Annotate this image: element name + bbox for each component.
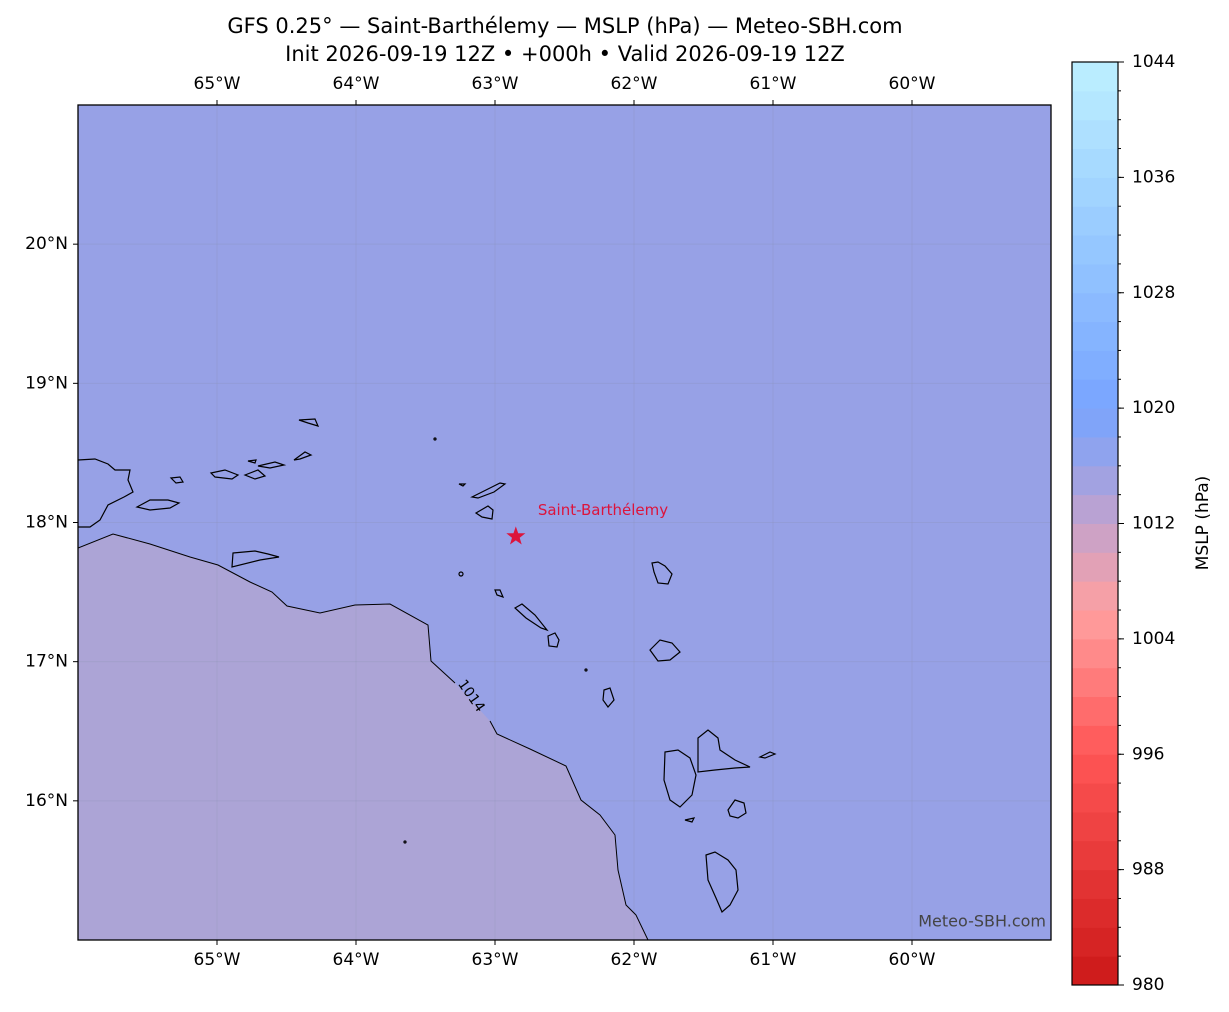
colorbar-band — [1072, 119, 1118, 150]
pressure-field-low — [78, 534, 648, 940]
contour-line — [489, 720, 649, 940]
colorbar-tick-label: 1036 — [1132, 167, 1175, 187]
colorbar-tick-label: 988 — [1132, 860, 1164, 880]
x-tick-label: 64°W — [333, 74, 380, 94]
colorbar-tick-label: 1004 — [1132, 629, 1175, 649]
colorbar-band — [1072, 90, 1118, 121]
colorbar-tick-label: 1044 — [1132, 52, 1175, 72]
colorbar-band — [1072, 494, 1118, 524]
colorbar-band — [1072, 840, 1118, 871]
colorbar-band — [1072, 148, 1118, 178]
grid — [78, 105, 1051, 940]
colorbar-band — [1072, 754, 1118, 784]
watermark: Meteo-SBH.com — [918, 912, 1046, 931]
colorbar-band — [1072, 436, 1118, 467]
y-tick-label: 16°N — [25, 791, 68, 811]
colorbar-band — [1072, 235, 1118, 265]
colorbar-band — [1072, 292, 1118, 323]
title: GFS 0.25° — Saint-Barthélemy — MSLP (hPa… — [227, 14, 902, 38]
location-marker — [506, 526, 526, 545]
x-tick-label: 64°W — [333, 950, 380, 970]
x-tick-label: 61°W — [750, 950, 797, 970]
colorbar-band — [1072, 869, 1118, 899]
colorbar-label: MSLP (hPa) — [1193, 476, 1213, 571]
colorbar-band — [1072, 811, 1118, 842]
colorbar-band — [1072, 725, 1118, 755]
y-tick-label: 19°N — [25, 373, 68, 393]
colorbar-band — [1072, 898, 1118, 928]
map-area: 1014 Meteo-SBH.com — [78, 105, 1051, 940]
colorbar-tick-label: 1012 — [1132, 514, 1175, 534]
colorbar-band — [1072, 408, 1118, 438]
subtitle: Init 2026-09-19 12Z • +000h • Valid 2026… — [285, 42, 845, 66]
x-tick-label: 60°W — [889, 74, 936, 94]
colorbar-band — [1072, 206, 1118, 236]
colorbar-band — [1072, 465, 1118, 496]
colorbar-band — [1072, 177, 1118, 207]
colorbar-tick-label: 1020 — [1132, 398, 1175, 418]
colorbar-band — [1072, 610, 1118, 640]
colorbar: 980 988 996 1004 1012 1020 1028 1036 1044 — [1071, 52, 1175, 995]
contour-line — [78, 533, 456, 684]
colorbar-band — [1072, 379, 1118, 409]
colorbar-band — [1072, 783, 1118, 813]
y-tick-label: 17°N — [25, 652, 68, 672]
x-tick-label: 63°W — [472, 74, 519, 94]
y-tick-label: 20°N — [25, 234, 68, 254]
colorbar-band — [1072, 696, 1118, 726]
colorbar-band — [1072, 552, 1118, 582]
x-tick-label: 65°W — [194, 950, 241, 970]
location-label: Saint-Barthélemy — [538, 501, 668, 519]
colorbar-band — [1072, 638, 1118, 669]
x-tick-label: 60°W — [889, 950, 936, 970]
colorbar-tick-label: 1028 — [1132, 283, 1175, 303]
colorbar-tick-label: 996 — [1132, 744, 1164, 764]
y-tick-label: 18°N — [25, 513, 68, 533]
colorbar-band — [1072, 581, 1118, 611]
colorbar-band — [1072, 927, 1118, 957]
x-tick-label: 63°W — [472, 950, 519, 970]
colorbar-band — [1072, 263, 1118, 294]
colorbar-band — [1072, 956, 1118, 986]
coastlines — [78, 418, 777, 913]
colorbar-band — [1072, 321, 1118, 351]
x-tick-label: 62°W — [611, 74, 658, 94]
colorbar-band — [1072, 62, 1118, 92]
colorbar-band — [1072, 667, 1118, 698]
x-tick-label: 62°W — [611, 950, 658, 970]
x-tick-label: 61°W — [750, 74, 797, 94]
x-tick-label: 65°W — [194, 74, 241, 94]
colorbar-band — [1072, 350, 1118, 380]
colorbar-tick-label: 980 — [1132, 975, 1164, 995]
colorbar-band — [1072, 523, 1118, 553]
